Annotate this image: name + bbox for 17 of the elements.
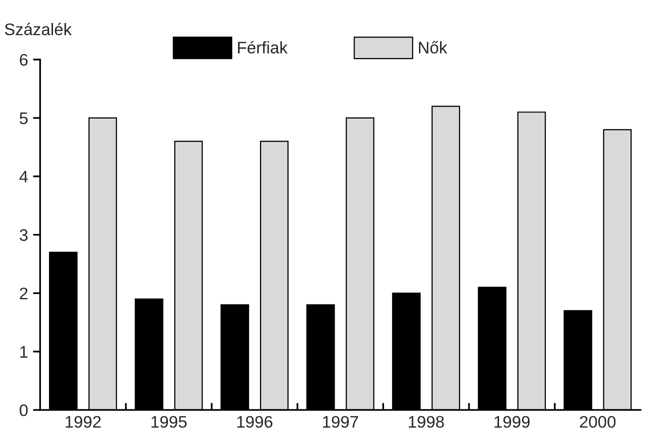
x-tick-label: 1992: [66, 416, 101, 428]
y-tick-label: 4: [19, 170, 28, 182]
x-tick-label: 1999: [494, 416, 530, 428]
x-tick-label: 1995: [152, 416, 187, 428]
y-tick-label: 5: [20, 112, 28, 124]
y-tick-label: 1: [20, 346, 28, 358]
x-tick-label: 1996: [237, 416, 272, 428]
y-tick-label: 6: [20, 54, 28, 66]
x-tick-label: 1998: [408, 416, 444, 428]
x-tick-label: 1997: [323, 416, 358, 428]
legend-label: Férfiak: [238, 41, 288, 54]
legend-label: Nők: [418, 41, 448, 54]
y-axis-title: Százalék: [4, 22, 72, 36]
x-tick-label: 2000: [580, 416, 616, 428]
y-tick-label: 0: [20, 404, 28, 416]
y-tick-label: 2: [20, 288, 28, 300]
y-tick-label: 3: [20, 229, 28, 241]
